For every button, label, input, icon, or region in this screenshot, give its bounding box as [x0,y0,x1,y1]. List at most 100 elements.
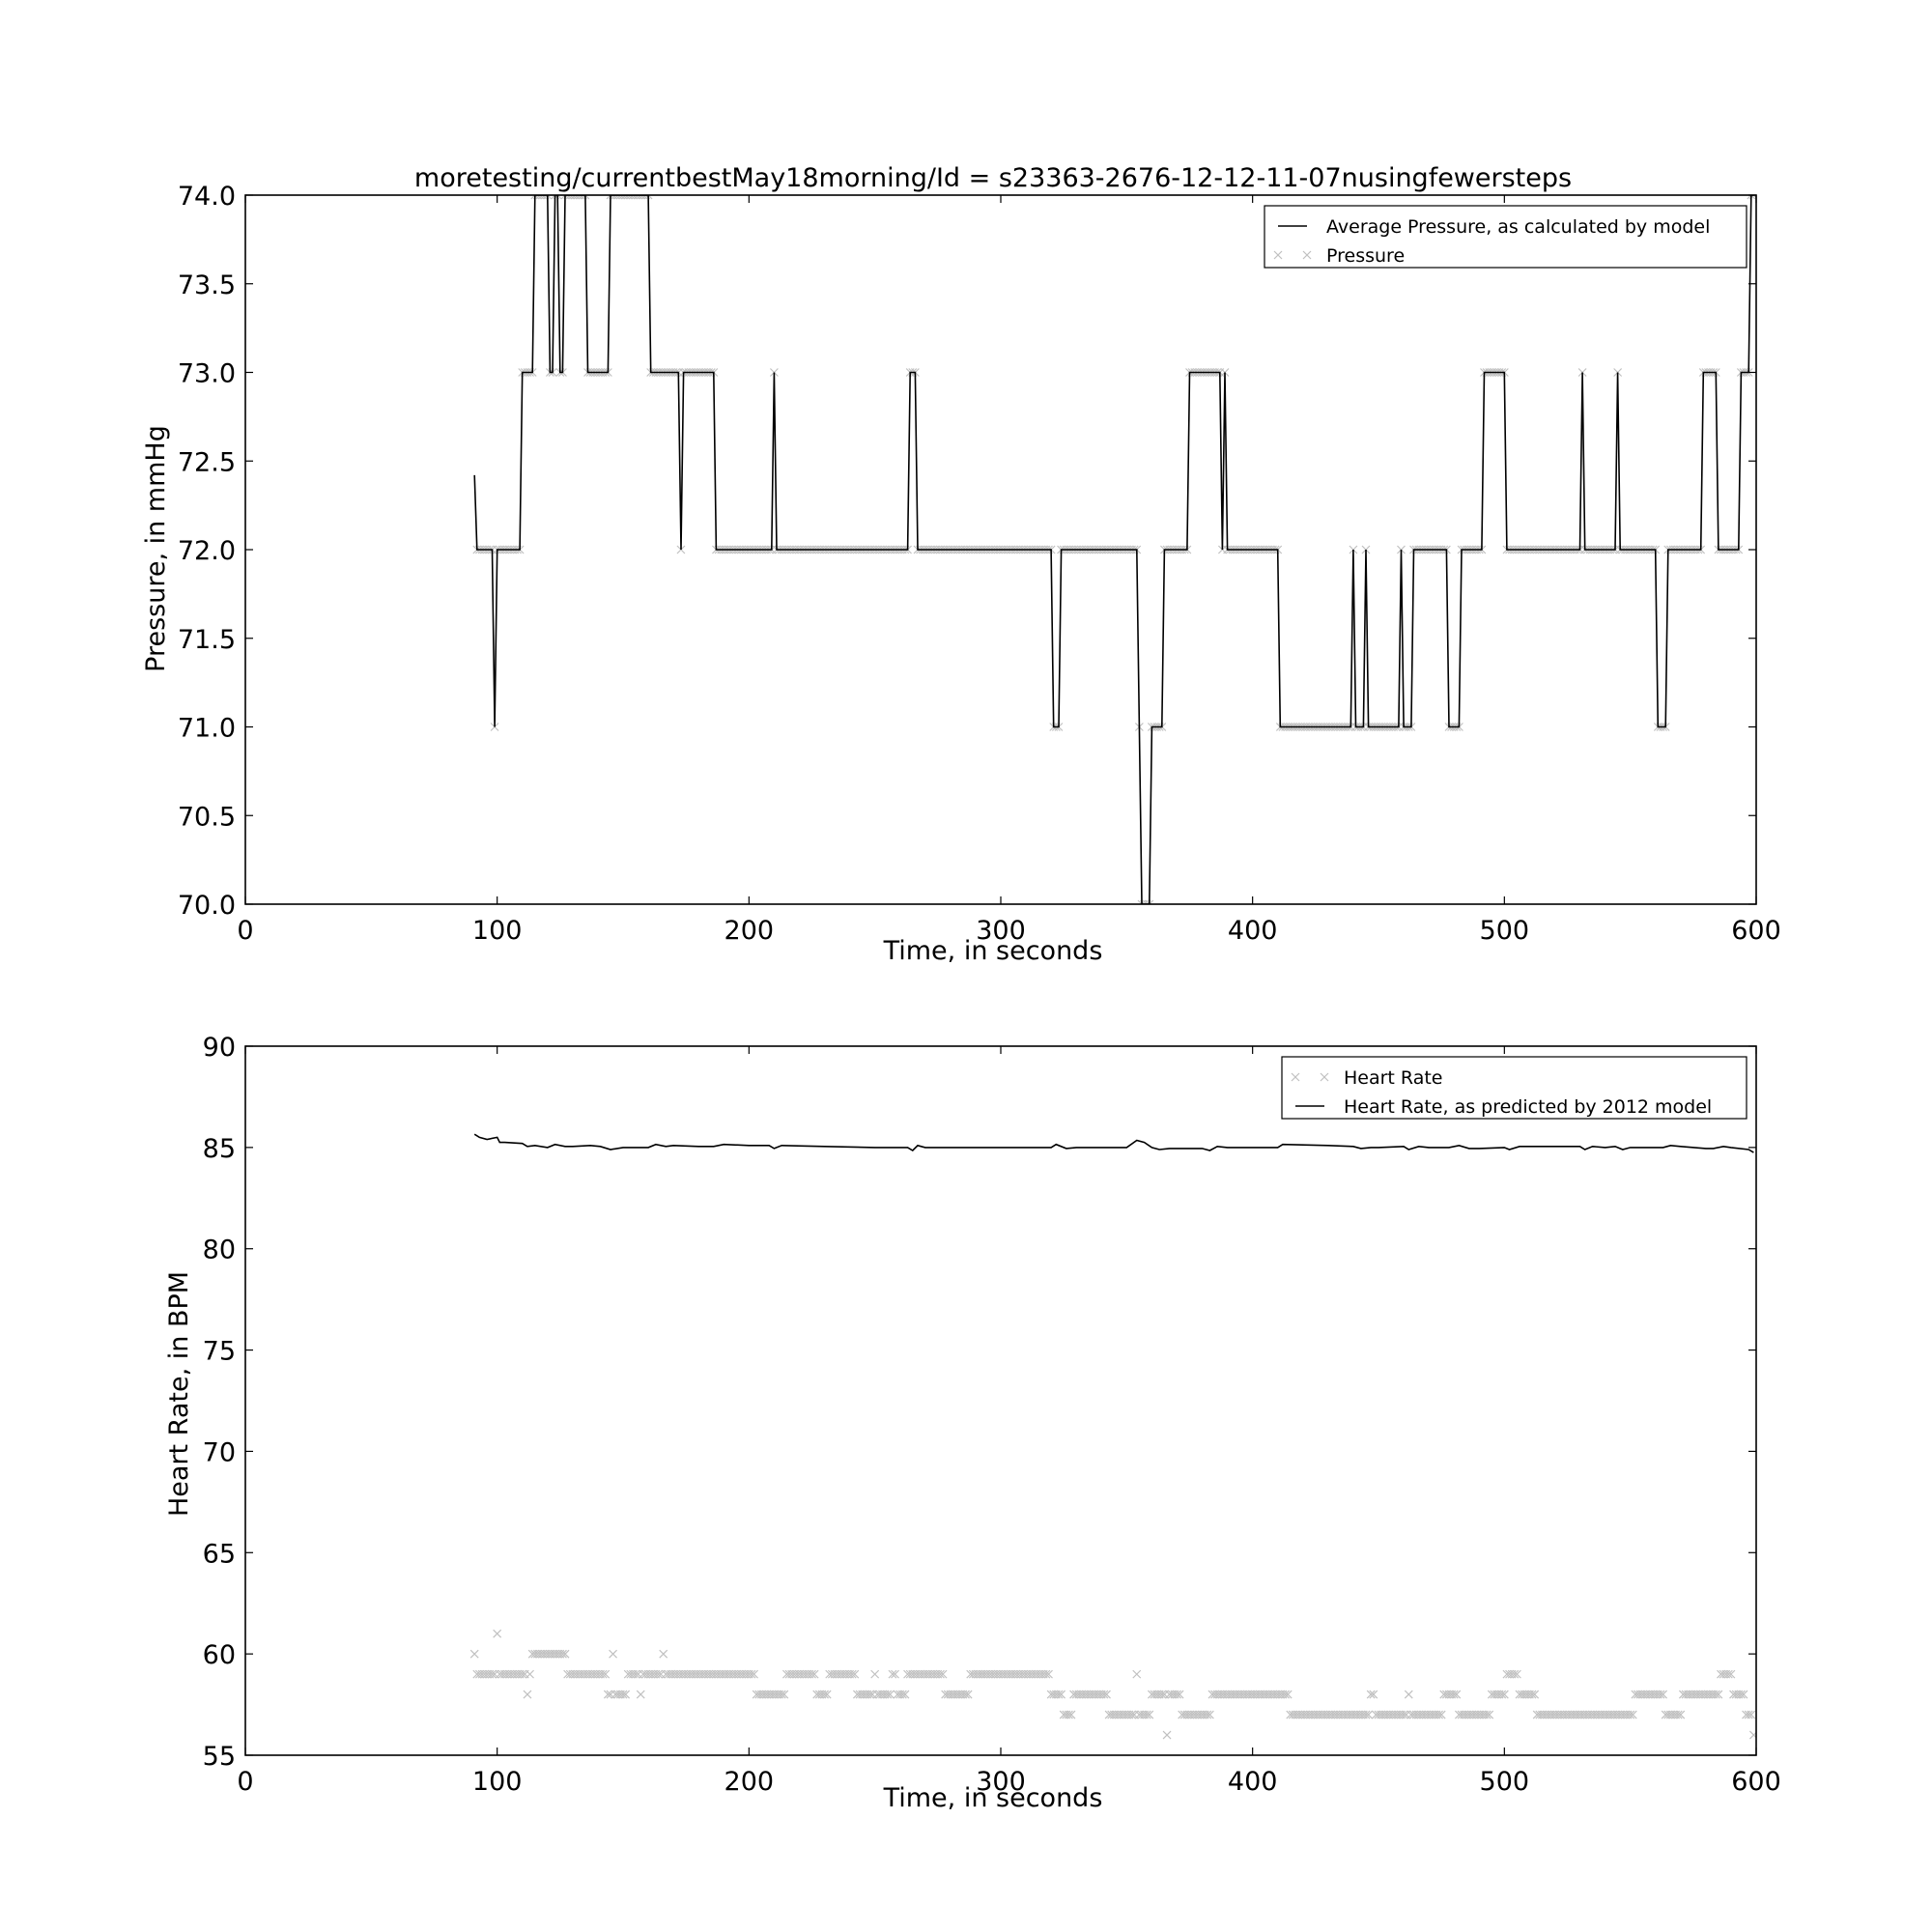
heart-rate-data-point [1676,1710,1686,1719]
heart-rate-data-point [1747,1710,1756,1719]
pressure-data-point [543,195,553,200]
pressure-legend-marker-swatch [1302,250,1312,260]
pressure-y-tick-label: 73.5 [178,270,236,300]
heart-rate-data-point [850,1669,860,1679]
heart-rate-data-point [1736,1690,1746,1699]
heart-rate-data-point [1044,1669,1053,1679]
heart-rate-legend-label: Heart Rate [1344,1067,1443,1089]
heart-rate-data-point [1748,1730,1756,1740]
heart-rate-data-point [1723,1669,1733,1679]
pressure-x-axis-label: Time, in seconds [883,936,1103,966]
heart-rate-data-point [885,1690,895,1699]
heart-rate-data-point [1527,1690,1537,1699]
pressure-x-tick-label: 100 [472,916,523,946]
heart-rate-data-point [870,1669,880,1679]
pressure-data-point [1747,195,1756,200]
pressure-legend-label: Average Pressure, as calculated by model [1326,216,1710,238]
heart-rate-y-tick-label: 85 [203,1134,236,1164]
heart-rate-data-point [526,1669,534,1679]
heart-rate-data-point [1057,1690,1065,1699]
pressure-legend: Average Pressure, as calculated by model… [1264,205,1747,269]
heart-rate-legend-entry: Heart Rate [1291,1067,1443,1089]
heart-rate-data-point [1054,1690,1064,1699]
heart-rate-data-point [1162,1730,1172,1740]
pressure-x-tick-label: 300 [976,916,1026,946]
heart-rate-data-point [1673,1710,1683,1719]
heart-rate-data-point [1127,1710,1136,1719]
heart-rate-data-point [938,1669,948,1679]
heart-rate-data-point [1102,1690,1111,1699]
pressure-subplot: moretesting/currentbestMay18morning/Id =… [141,163,1781,966]
heart-rate-data-point [1132,1669,1142,1679]
heart-rate-data-point [659,1649,668,1659]
heart-rate-data-point [1449,1690,1459,1699]
heart-rate-legend: Heart Rate Heart Rate, as predicted by 20… [1281,1056,1747,1120]
heart-rate-data-point [1744,1710,1753,1719]
heart-rate-data-point [1626,1710,1635,1719]
heart-rate-data-point [1436,1710,1446,1719]
heart-rate-data-point [488,1669,497,1679]
heart-rate-data-point [1485,1710,1494,1719]
heart-rate-data-point [900,1690,910,1699]
pressure-y-tick-label: 72.5 [178,447,236,477]
heart-rate-x-tick-label: 300 [976,1767,1026,1797]
heart-rate-data-point [1530,1690,1540,1699]
heart-rate-x-axis-label: Time, in seconds [883,1783,1103,1813]
heart-rate-data-point [654,1669,663,1679]
pressure-series-line [473,195,1754,904]
heart-rate-data-point [1361,1710,1371,1719]
heart-rate-data-point [1656,1690,1665,1699]
heart-rate-data-point [936,1669,945,1679]
heart-rate-data-point [523,1690,532,1699]
heart-rate-data-point [1157,1690,1167,1699]
pressure-x-tick-label: 200 [724,916,775,946]
heart-rate-data-point [1739,1690,1748,1699]
heart-rate-plot-area: 0 100 200 300 400 500 600 55 60 65 70 75 80 85 90 [203,1033,1781,1797]
heart-rate-y-tick-label: 80 [203,1236,236,1265]
heart-rate-data-point [961,1690,970,1699]
heart-rate-y-tick-label: 90 [203,1033,236,1063]
heart-rate-x-tick-label: 400 [1228,1767,1278,1797]
heart-rate-data-point [822,1690,832,1699]
heart-rate-data-point [603,1690,612,1699]
pressure-y-tick-label: 72.0 [178,536,236,566]
heart-rate-y-tick-label: 70 [203,1437,236,1467]
heart-rate-data-point [1099,1690,1109,1699]
heart-rate-x-tick-label: 100 [472,1767,523,1797]
pressure-x-tick-label: 500 [1480,916,1530,946]
pressure-x-tick-label: 0 [237,916,253,946]
heart-rate-x-tick-label: 500 [1480,1767,1530,1797]
heart-rate-data-point [1173,1690,1181,1699]
pressure-y-tick-label: 71.5 [178,625,236,655]
heart-rate-data-point [808,1669,816,1679]
heart-rate-data-point [609,1649,617,1659]
heart-rate-data-point [1399,1710,1408,1719]
heart-rate-data-point [493,1629,502,1638]
heart-rate-data-point [847,1669,857,1679]
pressure-legend-entry: Pressure [1273,245,1405,267]
heart-rate-data-point [1369,1690,1378,1699]
heart-rate-series-1 [473,1133,1754,1153]
heart-rate-data-point [883,1690,893,1699]
pressure-y-tick-label: 73.0 [178,359,236,389]
heart-rate-data-point [891,1669,899,1679]
heart-rate-legend-box [1281,1056,1747,1120]
heart-rate-data-point [1283,1690,1293,1699]
heart-rate-data-point [1281,1690,1290,1699]
pressure-series-0 [473,195,1754,904]
heart-rate-data-point [558,1649,567,1659]
pressure-y-tick-label: 70.5 [178,802,236,832]
pressure-y-tick-label: 70.0 [178,891,236,921]
heart-rate-y-tick-label: 55 [203,1742,236,1772]
heart-rate-data-point [1064,1710,1073,1719]
heart-rate-data-point [1404,1690,1413,1699]
heart-rate-data-point [1512,1669,1521,1679]
heart-rate-data-point [1659,1690,1667,1699]
heart-rate-legend-entry: Heart Rate, as predicted by 2012 model [1295,1096,1712,1118]
pressure-legend-marker-swatch [1273,250,1283,260]
heart-rate-y-tick-label: 65 [203,1539,236,1569]
heart-rate-data-point [1366,1690,1376,1699]
heart-rate-data-point [621,1690,631,1699]
pressure-y-axis-label: Pressure, in mmHg [141,425,171,672]
